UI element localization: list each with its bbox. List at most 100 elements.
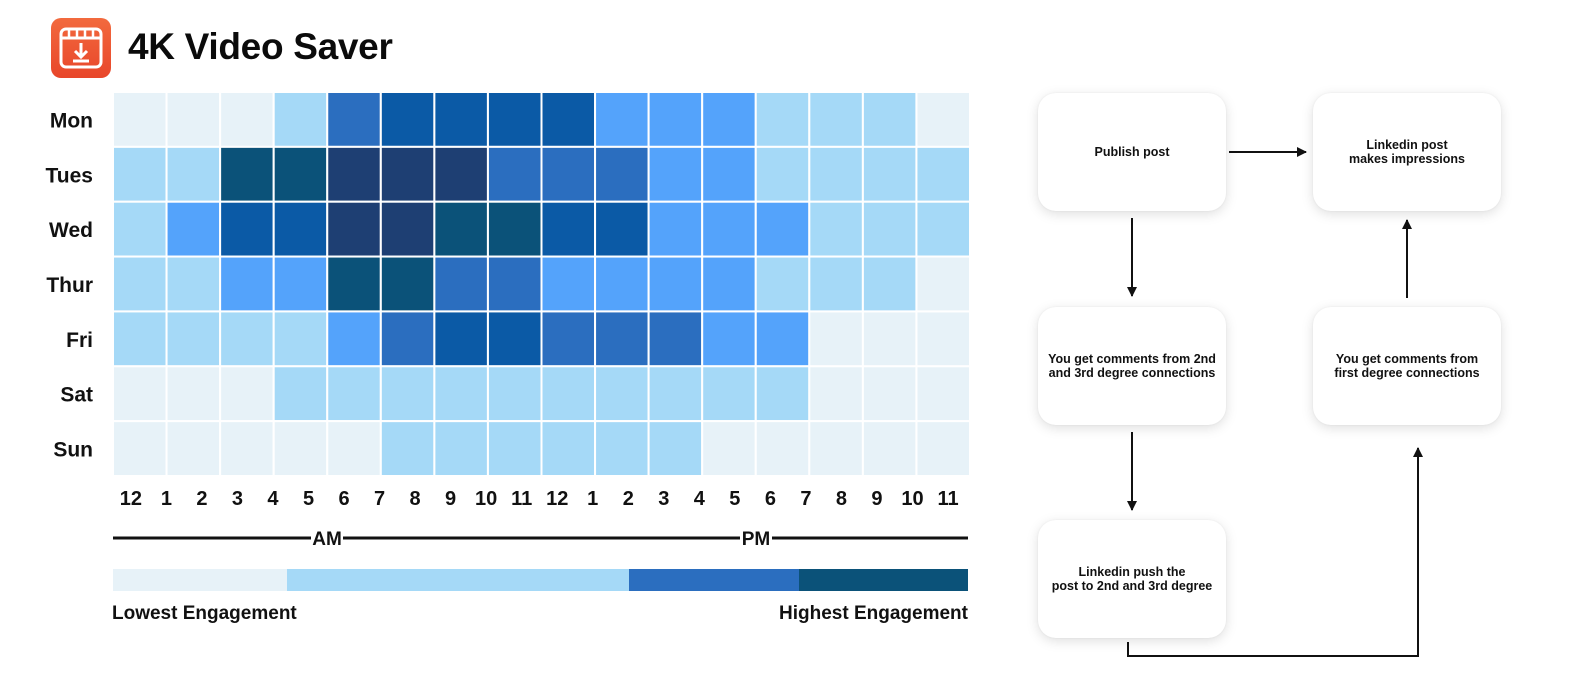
heatmap-cell <box>649 257 703 312</box>
heatmap-cell <box>809 421 863 476</box>
day-label: Thur <box>46 274 93 297</box>
hour-label: 7 <box>800 488 811 510</box>
heatmap-cell <box>756 311 810 366</box>
heatmap-cell <box>488 421 542 476</box>
heatmap-cell <box>702 366 756 421</box>
legend-swatch <box>287 569 629 591</box>
heatmap-cell <box>649 147 703 202</box>
heatmap-cell <box>167 147 221 202</box>
heatmap-cell <box>916 257 970 312</box>
heatmap-cell <box>542 421 596 476</box>
period-label: PM <box>742 529 771 550</box>
heatmap-cell <box>274 311 328 366</box>
heatmap-cell <box>434 147 488 202</box>
heatmap-cell <box>113 92 167 147</box>
heatmap-cell <box>167 202 221 257</box>
heatmap-cell <box>220 366 274 421</box>
heatmap-cell <box>649 421 703 476</box>
heatmap-cell <box>809 257 863 312</box>
heatmap-cell <box>274 421 328 476</box>
heatmap-cell <box>649 202 703 257</box>
day-label: Sun <box>53 439 93 462</box>
heatmap-cell <box>595 257 649 312</box>
heatmap-cell <box>327 202 381 257</box>
heatmap-cell <box>756 366 810 421</box>
heatmap-cell <box>167 311 221 366</box>
heatmap-cell <box>381 147 435 202</box>
heatmap-cell <box>595 147 649 202</box>
heatmap-cell <box>434 92 488 147</box>
heatmap-cell <box>381 257 435 312</box>
heatmap-cell <box>702 202 756 257</box>
heatmap-cell <box>488 311 542 366</box>
hour-label: 8 <box>836 488 847 510</box>
heatmap-cell <box>113 147 167 202</box>
heatmap-cell <box>274 92 328 147</box>
heatmap-cell <box>167 257 221 312</box>
heatmap-cell <box>702 421 756 476</box>
heatmap-cell <box>381 92 435 147</box>
heatmap-cell <box>113 421 167 476</box>
flow-node-post-impressions: Linkedin post makes impressions <box>1313 93 1501 211</box>
heatmap-cell <box>595 202 649 257</box>
heatmap-cell <box>863 202 917 257</box>
heatmap-cell <box>327 92 381 147</box>
heatmap-cell <box>595 366 649 421</box>
heatmap-cell <box>863 366 917 421</box>
hour-label: 4 <box>694 488 706 510</box>
heatmap-cell <box>434 311 488 366</box>
hour-label: 2 <box>623 488 634 510</box>
heatmap-cell <box>916 147 970 202</box>
heatmap-cell <box>327 311 381 366</box>
day-label: Sat <box>60 384 93 407</box>
hour-label: 6 <box>338 488 349 510</box>
flow-node-comments-first-degree: You get comments from first degree conne… <box>1313 307 1501 425</box>
heatmap-cell <box>809 311 863 366</box>
hour-label: 6 <box>765 488 776 510</box>
hour-label: 10 <box>475 488 497 510</box>
legend-swatch <box>629 569 799 591</box>
hour-label: 2 <box>196 488 207 510</box>
heatmap-cell <box>488 366 542 421</box>
heatmap-cell <box>220 147 274 202</box>
heatmap-cell <box>809 92 863 147</box>
hour-label: 4 <box>267 488 279 510</box>
heatmap-cell <box>595 421 649 476</box>
hour-label: 1 <box>161 488 172 510</box>
heatmap-cell <box>649 311 703 366</box>
hour-label: 11 <box>937 488 958 510</box>
heatmap-cell <box>274 147 328 202</box>
day-label: Fri <box>66 329 93 352</box>
heatmap-cell <box>702 147 756 202</box>
hour-label: 8 <box>410 488 421 510</box>
hour-label: 1 <box>587 488 598 510</box>
heatmap-cell <box>916 366 970 421</box>
heatmap-cell <box>542 92 596 147</box>
heatmap-cell <box>542 366 596 421</box>
heatmap-cell <box>167 421 221 476</box>
heatmap-cell <box>756 92 810 147</box>
heatmap-cell <box>113 311 167 366</box>
heatmap-cell <box>381 421 435 476</box>
heatmap-cell <box>113 257 167 312</box>
heatmap-cell <box>863 421 917 476</box>
day-label: Mon <box>50 109 93 132</box>
heatmap-cell <box>220 92 274 147</box>
heatmap-cell <box>595 92 649 147</box>
heatmap-cell <box>916 421 970 476</box>
heatmap-cell <box>167 92 221 147</box>
heatmap-cell <box>702 311 756 366</box>
heatmap-cell <box>809 202 863 257</box>
heatmap-cell <box>381 202 435 257</box>
hour-label: 3 <box>232 488 243 510</box>
heatmap-cell <box>327 257 381 312</box>
heatmap-cell <box>542 311 596 366</box>
day-label: Wed <box>49 219 93 242</box>
hour-label: 9 <box>445 488 456 510</box>
heatmap-cell <box>488 257 542 312</box>
hour-label: 10 <box>901 488 923 510</box>
heatmap-cell <box>488 92 542 147</box>
heatmap-cell <box>274 202 328 257</box>
heatmap-cell <box>649 92 703 147</box>
heatmap-cell <box>220 202 274 257</box>
